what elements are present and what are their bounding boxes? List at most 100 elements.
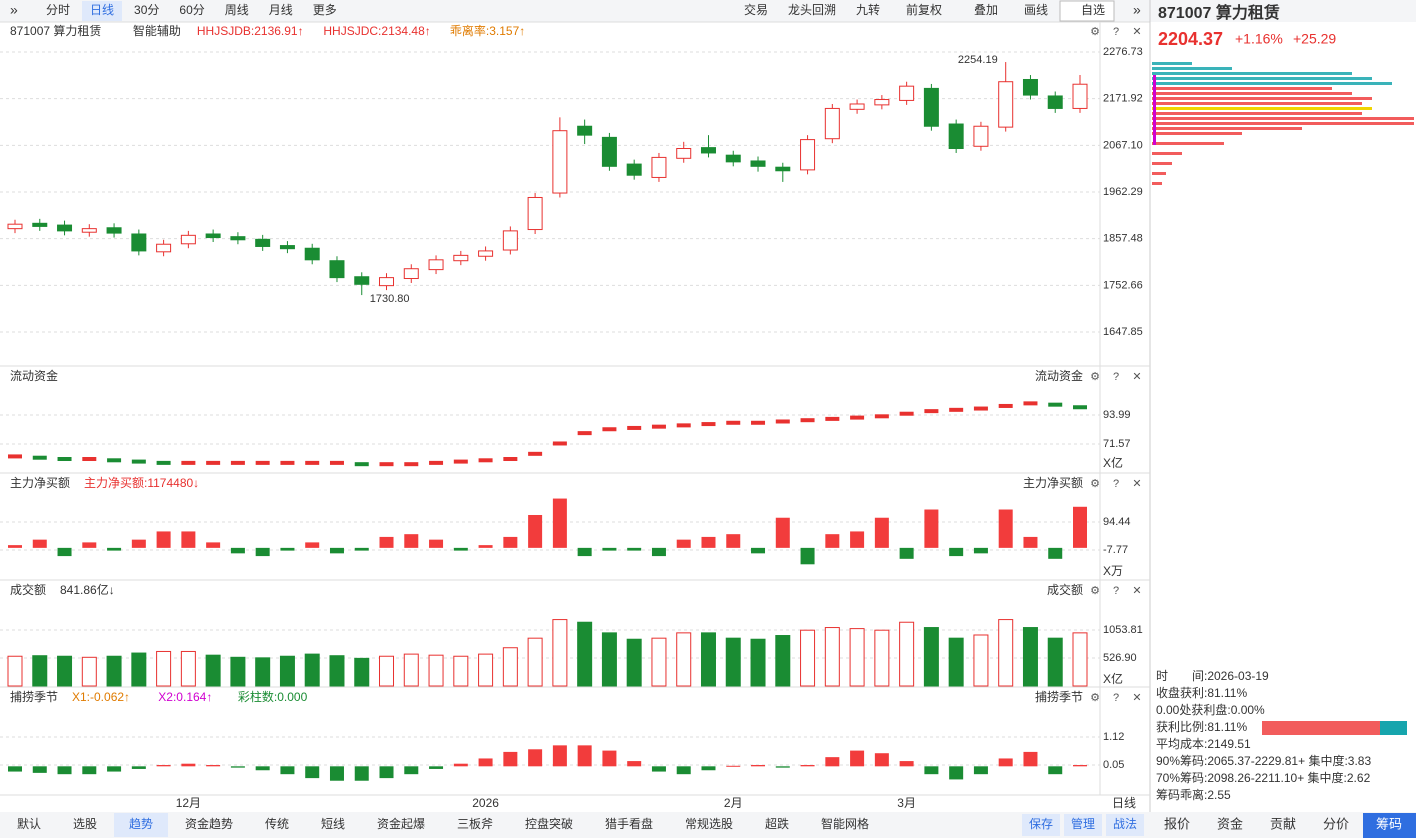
volume-bar — [205, 654, 221, 687]
bar — [453, 763, 468, 767]
panel-title-right: 成交额 — [1047, 582, 1083, 597]
bottom-tab[interactable]: 短线 — [321, 817, 345, 831]
bar — [751, 547, 766, 554]
panel-icon[interactable]: ⚙ — [1090, 585, 1100, 597]
bottom-tab[interactable]: 默认 — [17, 816, 41, 831]
candle-body — [800, 139, 816, 171]
panel-icon[interactable]: ✕ — [1132, 585, 1141, 597]
bottom-tab[interactable]: 三板斧 — [457, 817, 493, 831]
panel-icon[interactable]: ⚙ — [1090, 692, 1100, 704]
y-tick-label: 2171.92 — [1103, 93, 1143, 105]
panel-icon[interactable]: ? — [1113, 585, 1119, 597]
bar — [156, 531, 171, 548]
bottom-tab[interactable]: 控盘突破 — [525, 816, 573, 831]
period-tab[interactable]: 60分 — [179, 3, 204, 17]
flow-dash — [998, 403, 1013, 408]
bar — [503, 751, 518, 767]
side-tab[interactable]: 贡献 — [1270, 816, 1296, 831]
panel-icon[interactable]: ⚙ — [1090, 371, 1100, 383]
candle-body — [775, 166, 791, 172]
period-tab[interactable]: 月线 — [269, 3, 293, 17]
period-tab[interactable]: 分时 — [46, 3, 70, 17]
flow-dash — [503, 457, 518, 462]
bottom-tab[interactable]: 猎手看盘 — [605, 816, 653, 831]
volume-bar — [725, 637, 741, 687]
volume-bar — [354, 657, 370, 687]
panel-icon[interactable]: ⚙ — [1090, 26, 1100, 38]
side-tab[interactable]: 分价 — [1323, 816, 1349, 831]
bar — [751, 765, 766, 767]
tool-button[interactable]: 叠加 — [974, 3, 998, 17]
panel-icon[interactable]: ? — [1113, 26, 1119, 38]
flow-dash — [82, 457, 97, 462]
bar — [874, 753, 889, 767]
volume-bar — [874, 629, 890, 687]
bar — [354, 766, 369, 781]
bottom-tab[interactable]: 选股 — [73, 817, 97, 831]
panel-icon[interactable]: ✕ — [1132, 26, 1141, 38]
tool-button[interactable]: 画线 — [1024, 3, 1048, 17]
flow-dash — [577, 431, 592, 436]
panel-icon[interactable]: ? — [1113, 692, 1119, 704]
panel-icon[interactable]: ? — [1113, 478, 1119, 490]
panel-icon[interactable]: ✕ — [1132, 371, 1141, 383]
low-label: 1730.80 — [370, 293, 410, 305]
action-label[interactable]: 保存 — [1029, 817, 1053, 831]
tool-button[interactable]: 前复权 — [906, 2, 942, 17]
bar — [230, 766, 245, 768]
bar — [280, 766, 295, 775]
volume-bar — [230, 656, 246, 687]
x-tick-label: 2月 — [724, 796, 743, 810]
bar — [57, 766, 72, 775]
candle-body — [180, 234, 196, 245]
flow-dash — [924, 409, 939, 414]
bottom-tab[interactable]: 超跌 — [765, 816, 789, 831]
panel-icon[interactable]: ✕ — [1132, 692, 1141, 704]
bottom-tab[interactable]: 资金起爆 — [377, 816, 425, 831]
candle-body — [1072, 83, 1088, 109]
volume-bar — [626, 638, 642, 687]
panel-icon[interactable]: ? — [1113, 371, 1119, 383]
tool-button[interactable]: 自选 — [1081, 3, 1105, 17]
candle-body — [205, 233, 221, 239]
action-label[interactable]: 管理 — [1071, 816, 1095, 831]
bottom-tab[interactable]: 传统 — [265, 816, 289, 831]
legend-item: HHJSJDC:2134.48↑ — [323, 24, 430, 38]
bottom-tab[interactable]: 常规选股 — [685, 816, 733, 831]
period-tab[interactable]: 更多 — [313, 3, 337, 17]
bar — [503, 536, 518, 548]
side-tab[interactable]: 报价 — [1164, 816, 1190, 831]
flow-dash — [800, 418, 815, 423]
bottom-tab[interactable]: 趋势 — [129, 817, 153, 831]
bottom-tab[interactable]: 智能网格 — [821, 816, 869, 831]
bar — [577, 547, 592, 557]
action-label[interactable]: 战法 — [1113, 817, 1137, 831]
tool-button[interactable]: 龙头回溯 — [788, 2, 836, 17]
volume-bar — [81, 656, 97, 687]
chip-info: 70%筹码:2098.26-2211.10+ 集中度:2.62 — [1156, 770, 1371, 785]
bottom-tab[interactable]: 资金趋势 — [185, 816, 233, 831]
candle-body — [502, 230, 518, 251]
tool-button[interactable]: 九转 — [856, 2, 880, 17]
flow-dash — [206, 460, 221, 465]
indicator[interactable]: 智能辅助 — [133, 23, 181, 38]
volume-bar — [899, 621, 915, 687]
period-tab[interactable]: 周线 — [225, 3, 249, 17]
period-tab[interactable]: 30分 — [134, 3, 159, 17]
unit-label: X亿 — [1103, 455, 1123, 470]
panel-icon[interactable]: ⚙ — [1090, 478, 1100, 490]
side-tab[interactable]: 筹码 — [1376, 816, 1402, 831]
action-button — [1064, 814, 1102, 836]
tool-button[interactable]: 交易 — [744, 2, 768, 17]
flow-dash — [825, 416, 840, 421]
bar — [577, 745, 592, 767]
side-tab[interactable]: 资金 — [1217, 816, 1243, 831]
volume-bar — [7, 655, 23, 687]
panel-icon[interactable]: ✕ — [1132, 478, 1141, 490]
bar — [924, 766, 939, 775]
period-tab[interactable]: 日线 — [90, 3, 114, 17]
volume-bar — [700, 632, 716, 687]
flow-dash — [354, 462, 369, 467]
quote-price: 2204.37 — [1158, 29, 1223, 49]
candle-body — [230, 236, 246, 241]
